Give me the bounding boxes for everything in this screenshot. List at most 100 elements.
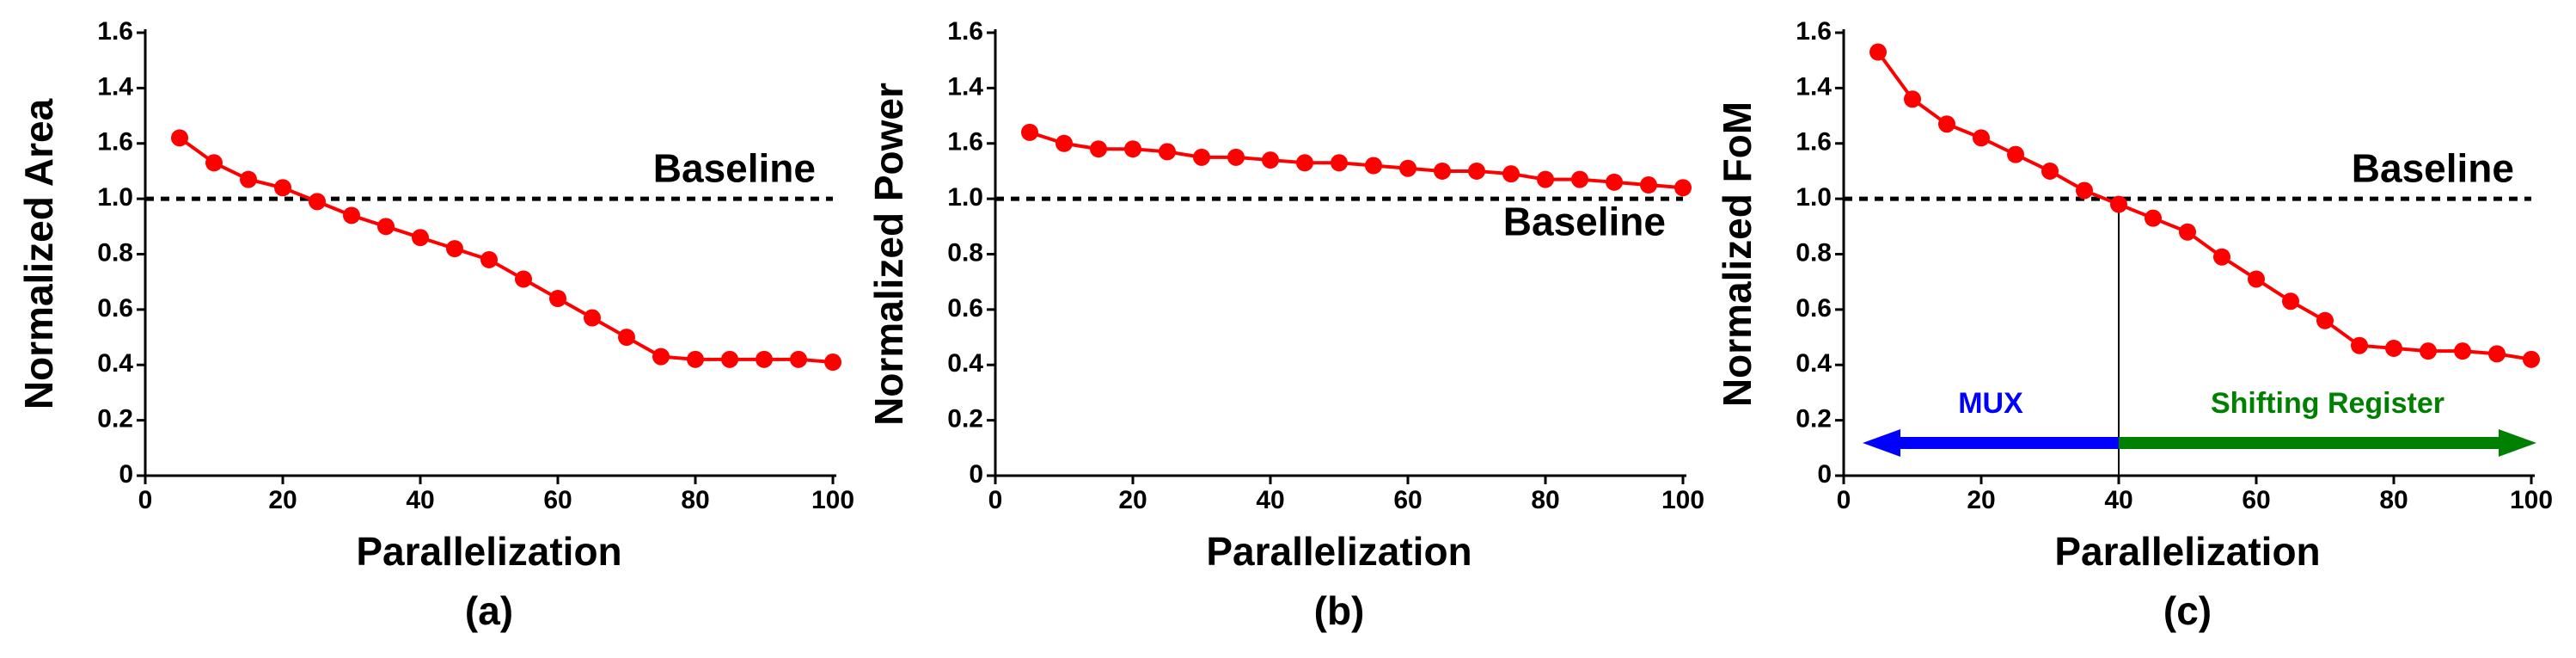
y-tick-label: 1.4: [947, 72, 983, 101]
data-point: [1331, 154, 1348, 172]
data-point: [1296, 154, 1313, 172]
data-point: [1537, 170, 1554, 188]
y-tick-label: 0.8: [1796, 238, 1832, 267]
data-point: [687, 350, 704, 368]
baseline-label: Baseline: [653, 145, 816, 190]
x-tick-label: 100: [1661, 486, 1704, 514]
x-tick-label: 40: [406, 486, 434, 514]
data-point: [1434, 162, 1451, 180]
data-point: [2213, 248, 2230, 266]
data-point: [1606, 173, 1623, 191]
data-point: [240, 170, 257, 188]
data-line: [1876, 51, 2532, 361]
data-point: [171, 129, 188, 147]
arrow-label: Shifting Register: [2211, 387, 2444, 420]
data-point: [515, 270, 532, 288]
data-point: [2110, 195, 2127, 213]
y-tick-label: 0.8: [97, 238, 133, 267]
data-point: [652, 347, 670, 366]
y-tick-label: 0.4: [97, 349, 133, 378]
data-point: [343, 206, 360, 224]
y-tick-label: 0: [119, 460, 133, 489]
y-tick-label: 1.0: [1796, 183, 1832, 212]
data-point: [1904, 90, 1921, 108]
x-tick-label: 0: [138, 486, 153, 514]
y-tick-label: 0.2: [1796, 405, 1832, 434]
data-point: [2385, 339, 2402, 357]
arrow-head: [2499, 429, 2536, 457]
x-axis-label: Parallelization: [356, 529, 621, 574]
data-point: [377, 218, 395, 236]
x-tick-label: 20: [1967, 486, 1995, 514]
x-axis-label: Parallelization: [1206, 529, 1472, 574]
x-tick-label: 100: [2510, 486, 2553, 514]
x-tick-label: 0: [1837, 486, 1851, 514]
data-point: [205, 154, 223, 172]
y-tick-label: 1.6: [97, 128, 133, 157]
y-tick-label: 1.6: [1796, 128, 1832, 157]
y-tick-label: 1.6: [1796, 17, 1832, 46]
data-point: [618, 329, 635, 347]
y-tick-label: 1.4: [97, 72, 133, 101]
y-tick-label: 0.6: [947, 294, 983, 323]
data-point: [1262, 151, 1279, 169]
y-axis-label: Normalized Area: [16, 98, 61, 409]
x-tick-label: 100: [811, 486, 854, 514]
data-point: [1468, 162, 1485, 180]
data-point: [1124, 140, 1141, 158]
data-point: [721, 350, 738, 368]
x-tick-label: 80: [2379, 486, 2408, 514]
arrow-head: [1863, 429, 1900, 457]
baseline-label: Baseline: [1503, 199, 1666, 243]
data-point: [1193, 148, 1210, 166]
data-point: [1640, 176, 1657, 194]
data-point: [2076, 181, 2093, 200]
data-point: [2454, 342, 2471, 360]
data-point: [824, 354, 841, 372]
x-tick-label: 20: [268, 486, 297, 514]
y-tick-label: 0.2: [947, 405, 983, 434]
data-point: [1090, 140, 1107, 158]
x-tick-label: 60: [2242, 486, 2270, 514]
data-point: [2145, 209, 2162, 227]
data-point: [756, 350, 773, 368]
x-tick-label: 60: [1393, 486, 1422, 514]
data-point: [1674, 179, 1692, 197]
y-tick-label: 0: [1817, 460, 1832, 489]
panel-caption: (c): [2163, 588, 2212, 633]
arrow-label: MUX: [1958, 387, 2023, 420]
data-point: [309, 193, 326, 211]
y-tick-label: 1.0: [947, 183, 983, 212]
data-point: [549, 290, 566, 307]
x-tick-label: 80: [1531, 486, 1559, 514]
data-point: [2179, 223, 2196, 241]
data-point: [2523, 350, 2540, 368]
data-point: [1869, 43, 1887, 61]
y-tick-label: 0.4: [1796, 349, 1832, 378]
baseline-label: Baseline: [2352, 145, 2514, 190]
y-tick-label: 1.4: [1796, 72, 1832, 101]
y-tick-label: 1.6: [97, 17, 133, 46]
panel-caption: (a): [465, 588, 513, 633]
panel-caption: (b): [1314, 588, 1365, 633]
x-tick-label: 40: [2104, 486, 2132, 514]
x-tick-label: 40: [1256, 486, 1284, 514]
data-point: [1021, 123, 1038, 141]
data-point: [412, 229, 429, 247]
x-tick-label: 20: [1118, 486, 1147, 514]
data-point: [2351, 336, 2368, 354]
data-point: [1055, 134, 1073, 152]
data-point: [480, 250, 498, 268]
y-axis-label: Normalized Power: [866, 83, 911, 426]
data-point: [1227, 148, 1245, 166]
data-point: [1159, 143, 1176, 161]
y-tick-label: 1.0: [97, 183, 133, 212]
x-tick-label: 0: [988, 486, 1003, 514]
data-point: [2282, 292, 2299, 311]
y-tick-label: 0.2: [97, 405, 133, 434]
data-point: [1365, 157, 1382, 175]
y-axis-label: Normalized FoM: [1715, 101, 1759, 407]
y-tick-label: 1.6: [947, 128, 983, 157]
data-point: [2248, 270, 2265, 288]
